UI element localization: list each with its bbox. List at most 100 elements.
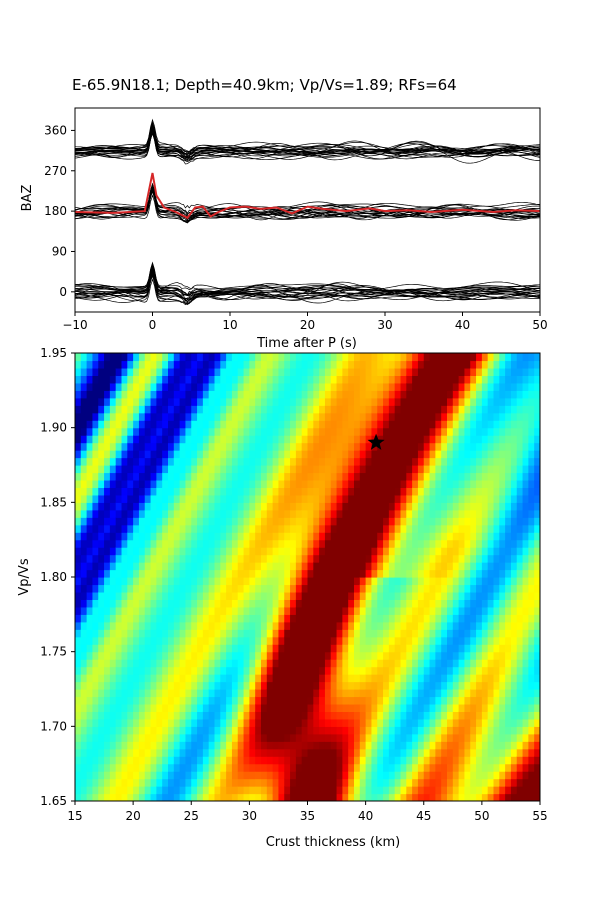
hk-cell bbox=[278, 547, 285, 556]
hk-cell bbox=[528, 367, 535, 376]
hk-cell bbox=[394, 412, 402, 421]
hk-cell bbox=[528, 689, 535, 698]
hk-cell bbox=[499, 606, 506, 615]
hk-cell bbox=[266, 644, 274, 653]
hk-cell bbox=[342, 539, 349, 548]
hk-cell bbox=[284, 532, 291, 541]
hk-cell bbox=[202, 718, 210, 727]
hk-cell bbox=[214, 674, 221, 683]
hk-cell bbox=[261, 487, 268, 496]
hk-cell bbox=[452, 353, 460, 362]
hk-cell bbox=[191, 457, 198, 466]
hk-x-tick-label: 50 bbox=[474, 809, 489, 823]
hk-cell bbox=[86, 748, 94, 757]
hk-cell bbox=[237, 614, 245, 623]
hk-cell bbox=[231, 756, 239, 765]
hk-cell bbox=[324, 614, 332, 623]
hk-cell bbox=[301, 703, 309, 712]
hk-cell bbox=[255, 569, 262, 578]
hk-cell bbox=[383, 763, 390, 772]
hk-cell bbox=[452, 539, 460, 548]
hk-cell bbox=[458, 547, 466, 556]
hk-cell bbox=[104, 375, 111, 384]
hk-cell bbox=[348, 696, 355, 705]
hk-cell bbox=[330, 457, 338, 466]
hk-cell bbox=[214, 786, 221, 795]
hk-cell bbox=[365, 674, 373, 683]
hk-cell bbox=[121, 606, 128, 615]
hk-cell bbox=[243, 666, 250, 675]
hk-cell bbox=[168, 651, 175, 660]
hk-cell bbox=[458, 457, 466, 466]
hk-cell bbox=[98, 614, 105, 623]
hk-cell bbox=[447, 577, 454, 586]
hk-cell bbox=[191, 524, 198, 533]
hk-cell bbox=[435, 457, 442, 466]
hk-cell bbox=[168, 621, 175, 630]
hk-cell bbox=[330, 412, 338, 421]
hk-cell bbox=[348, 427, 355, 436]
hk-cell bbox=[115, 367, 123, 376]
hk-cell bbox=[284, 487, 291, 496]
hk-cell bbox=[516, 547, 524, 556]
hk-cell bbox=[359, 718, 367, 727]
hk-cell bbox=[481, 696, 489, 705]
hk-cell bbox=[266, 674, 274, 683]
hk-cell bbox=[487, 435, 495, 444]
hk-cell bbox=[313, 711, 320, 720]
hk-cell bbox=[104, 718, 111, 727]
hk-cell bbox=[179, 487, 187, 496]
hk-cell bbox=[342, 472, 349, 481]
hk-cell bbox=[121, 644, 128, 653]
hk-cell bbox=[406, 756, 413, 765]
hk-cell bbox=[133, 457, 140, 466]
hk-cell bbox=[284, 614, 291, 623]
hk-cell bbox=[324, 539, 332, 548]
hk-cell bbox=[499, 360, 506, 369]
hk-cell bbox=[534, 472, 540, 481]
hk-cell bbox=[406, 659, 413, 668]
hk-cell bbox=[406, 479, 413, 488]
hk-cell bbox=[534, 494, 540, 503]
hk-cell bbox=[359, 562, 367, 571]
hk-cell bbox=[75, 524, 82, 533]
hk-cell bbox=[330, 547, 338, 556]
hk-cell bbox=[231, 397, 239, 406]
hk-cell bbox=[168, 659, 175, 668]
hk-cell bbox=[516, 554, 524, 563]
hk-cell bbox=[237, 465, 245, 474]
rf-traces bbox=[75, 118, 540, 306]
hk-cell bbox=[499, 696, 506, 705]
hk-cell bbox=[417, 457, 425, 466]
hk-cell bbox=[348, 479, 355, 488]
hk-cell bbox=[470, 494, 477, 503]
hk-cell bbox=[214, 651, 221, 660]
hk-cell bbox=[400, 569, 407, 578]
hk-cell bbox=[319, 703, 326, 712]
hk-cell bbox=[528, 539, 535, 548]
hk-cell bbox=[202, 771, 210, 780]
hk-cell bbox=[179, 442, 187, 451]
hk-cell bbox=[278, 435, 285, 444]
hk-cell bbox=[150, 763, 157, 772]
hk-cell bbox=[394, 450, 402, 459]
hk-cell bbox=[127, 405, 134, 414]
hk-cell bbox=[173, 756, 181, 765]
hk-cell bbox=[481, 569, 489, 578]
hk-cell bbox=[441, 756, 448, 765]
hk-cell bbox=[115, 569, 123, 578]
hk-cell bbox=[458, 689, 466, 698]
hk-cell bbox=[127, 651, 134, 660]
hk-cell bbox=[447, 793, 454, 801]
hk-cell bbox=[115, 584, 123, 593]
hk-cell bbox=[510, 591, 518, 600]
hk-cell bbox=[214, 644, 221, 653]
hk-cell bbox=[191, 748, 198, 757]
hk-cell bbox=[138, 427, 146, 436]
hk-cell bbox=[377, 606, 384, 615]
hk-cell bbox=[301, 577, 309, 586]
hk-cell bbox=[336, 793, 343, 801]
hk-cell bbox=[208, 442, 216, 451]
hk-cell bbox=[133, 666, 140, 675]
hk-cell bbox=[394, 606, 402, 615]
